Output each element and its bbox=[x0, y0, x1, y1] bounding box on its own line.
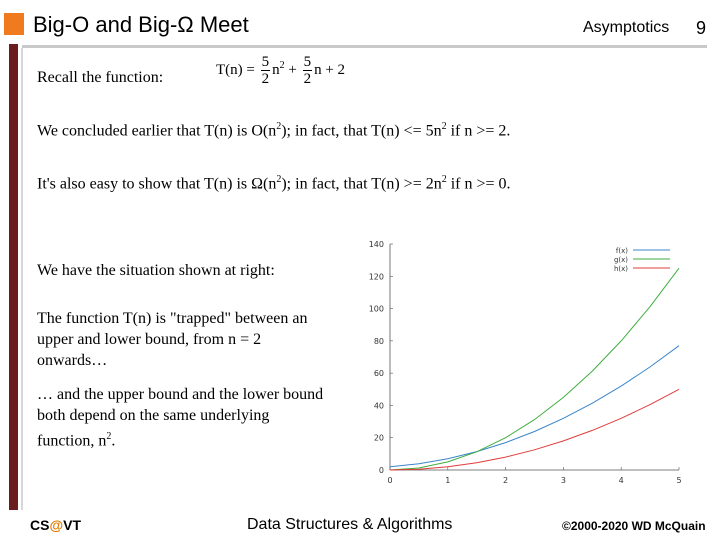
formula-plus: + bbox=[288, 61, 297, 78]
y-tick-label: 120 bbox=[369, 272, 384, 281]
y-tick-label: 80 bbox=[374, 337, 384, 346]
y-tick-label: 40 bbox=[374, 401, 384, 410]
footer-at: @ bbox=[49, 517, 64, 533]
x-tick-label: 1 bbox=[445, 476, 450, 485]
situation-text: We have the situation shown at right: bbox=[37, 262, 275, 279]
footer-cs: CS bbox=[30, 517, 50, 533]
big-o-sup-2: 2 bbox=[441, 121, 447, 132]
formula: T(n) = 5 2 n2 + 5 2 n + 2 bbox=[216, 54, 345, 87]
slide-title: Big-O and Big-Ω Meet bbox=[33, 12, 249, 37]
plot-series bbox=[389, 267, 680, 471]
left-accent-bar bbox=[9, 44, 18, 510]
big-omega-text-3: if n >= 0. bbox=[446, 175, 511, 193]
y-tick-label: 60 bbox=[374, 369, 384, 378]
formula-tail: n + 2 bbox=[314, 61, 346, 78]
big-o-text-1: We concluded earlier that T(n) is O(n bbox=[37, 122, 277, 140]
section-label: Asymptotics bbox=[583, 19, 670, 36]
plot-tick-labels: 0 1 2 3 4 5 0 20 40 60 80 100 120 140 bbox=[369, 240, 682, 485]
big-omega-sup-2: 2 bbox=[441, 174, 447, 185]
left-divider bbox=[21, 48, 23, 510]
big-o-sup-1: 2 bbox=[276, 121, 282, 132]
x-tick-label: 5 bbox=[676, 476, 681, 485]
x-tick-label: 2 bbox=[503, 476, 508, 485]
series-line-hx bbox=[389, 388, 680, 471]
y-tick-label: 0 bbox=[379, 466, 384, 475]
y-tick-label: 100 bbox=[369, 305, 384, 314]
series-line-fx bbox=[389, 345, 680, 468]
legend-label: h(x) bbox=[614, 265, 628, 273]
bounds-text: … and the upper bound and the lower boun… bbox=[37, 384, 329, 451]
big-omega-text-1: It's also easy to show that T(n) is Ω(n bbox=[37, 175, 277, 193]
big-omega-statement: It's also easy to show that T(n) is Ω(n2… bbox=[37, 169, 511, 194]
trapped-text: The function T(n) is "trapped" between a… bbox=[37, 310, 308, 369]
x-tick-label: 0 bbox=[387, 476, 392, 485]
big-o-text-2: ); in fact, that T(n) <= 5n bbox=[281, 122, 442, 140]
bounds-sup: 2 bbox=[106, 431, 112, 442]
fraction-b-num: 5 bbox=[302, 54, 313, 71]
formula-n-exp: 2 bbox=[279, 59, 285, 71]
big-omega-sup-1: 2 bbox=[276, 174, 282, 185]
recall-label: Recall the function: bbox=[37, 69, 164, 86]
plot-legend: f(x)g(x)h(x) bbox=[614, 247, 670, 273]
formula-n: n bbox=[272, 61, 280, 78]
fraction-b-den: 2 bbox=[303, 71, 312, 87]
series-line-gx bbox=[389, 267, 680, 471]
x-tick-label: 3 bbox=[561, 476, 566, 485]
fraction-a-num: 5 bbox=[260, 54, 271, 71]
legend-label: g(x) bbox=[614, 256, 628, 264]
function-plot: 0 1 2 3 4 5 0 20 40 60 80 100 120 140 f(x)g(x)h(x) bbox=[352, 234, 697, 492]
plot-axes bbox=[389, 243, 680, 471]
x-tick-label: 4 bbox=[619, 476, 624, 485]
bounds-text-main: … and the upper bound and the lower boun… bbox=[37, 386, 324, 450]
plot-background bbox=[352, 234, 697, 492]
legend-label: f(x) bbox=[616, 247, 628, 255]
title-square-marker bbox=[4, 13, 24, 35]
footer-course-title: Data Structures & Algorithms bbox=[247, 516, 453, 533]
footer-copyright: ©2000-2020 WD McQuain bbox=[562, 519, 706, 533]
formula-lhs: T(n) = bbox=[216, 61, 255, 78]
fraction-a-den: 2 bbox=[261, 71, 270, 87]
big-omega-text-2: ); in fact, that T(n) >= 2n bbox=[281, 175, 442, 193]
y-tick-label: 20 bbox=[374, 434, 384, 443]
footer-vt: VT bbox=[63, 517, 81, 533]
fraction-b: 5 2 bbox=[302, 54, 313, 87]
y-tick-label: 140 bbox=[369, 240, 384, 249]
fraction-a: 5 2 bbox=[260, 54, 271, 87]
page-number: 9 bbox=[696, 18, 707, 38]
header-rule bbox=[22, 45, 707, 48]
big-o-text-3: if n >= 2. bbox=[446, 122, 511, 140]
footer-course-label: CS@VT bbox=[30, 517, 81, 533]
bounds-text-end: . bbox=[111, 432, 116, 450]
big-o-statement: We concluded earlier that T(n) is O(n2);… bbox=[37, 116, 510, 141]
